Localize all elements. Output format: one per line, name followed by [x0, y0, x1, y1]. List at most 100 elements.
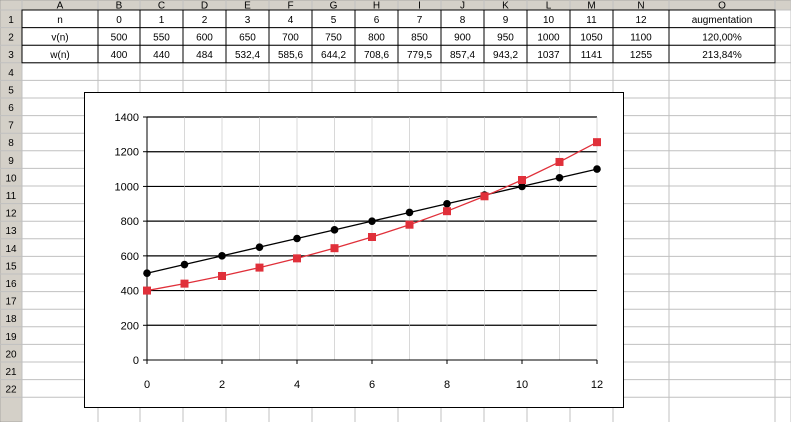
cell-O2[interactable]: 120,00%	[702, 33, 742, 44]
series-1-point[interactable]	[293, 234, 301, 243]
column-header-B[interactable]: B	[116, 1, 123, 12]
cell-B1[interactable]: 0	[116, 15, 122, 26]
cell-G3[interactable]: 644,2	[321, 50, 346, 61]
cell-I3[interactable]: 779,5	[407, 50, 432, 61]
column-header-K[interactable]: K	[502, 1, 509, 12]
cell-K2[interactable]: 950	[497, 33, 514, 44]
series-2-point[interactable]	[293, 254, 301, 263]
row-header-12[interactable]: 12	[5, 209, 17, 220]
cell-C1[interactable]: 1	[159, 15, 165, 26]
row-header-7[interactable]: 7	[8, 121, 14, 132]
row-header-22[interactable]: 22	[5, 385, 17, 396]
row-header-18[interactable]: 18	[5, 314, 17, 325]
row-header-14[interactable]: 14	[5, 244, 17, 255]
series-1-point[interactable]	[330, 226, 339, 234]
cell-G1[interactable]: 5	[331, 15, 337, 26]
row-header-10[interactable]: 10	[5, 173, 17, 184]
series-2-point[interactable]	[593, 138, 601, 147]
column-header-F[interactable]: F	[287, 1, 293, 12]
column-header-J[interactable]: J	[460, 1, 465, 12]
column-header-A[interactable]: A	[57, 1, 64, 12]
series-2-point[interactable]	[405, 220, 414, 229]
cell-E3[interactable]: 532,4	[235, 50, 260, 61]
series-2-point[interactable]	[443, 207, 451, 216]
row-header-16[interactable]: 16	[5, 279, 17, 290]
cell-H3[interactable]: 708,6	[364, 50, 389, 61]
cell-K1[interactable]: 9	[503, 15, 509, 26]
row-header-11[interactable]: 11	[6, 191, 17, 202]
series-1-point[interactable]	[443, 199, 451, 208]
cell-L1[interactable]: 10	[543, 15, 555, 26]
column-header-H[interactable]: H	[373, 1, 380, 12]
cell-H1[interactable]: 6	[374, 15, 380, 26]
row-header-19[interactable]: 19	[5, 332, 17, 343]
series-1-point[interactable]	[368, 217, 376, 225]
cell-O1[interactable]: augmentation	[692, 15, 753, 26]
cell-I1[interactable]: 7	[417, 15, 423, 26]
cell-E1[interactable]: 3	[245, 15, 251, 26]
column-header-E[interactable]: E	[244, 1, 251, 12]
series-2-point[interactable]	[330, 244, 339, 253]
cell-N3[interactable]: 1255	[630, 50, 653, 61]
cell-L2[interactable]: 1000	[537, 33, 560, 44]
cell-D2[interactable]: 600	[196, 33, 213, 44]
column-header-D[interactable]: D	[201, 1, 208, 12]
cell-K3[interactable]: 943,2	[493, 50, 518, 61]
series-2-point[interactable]	[218, 271, 226, 280]
series-2-point[interactable]	[480, 192, 489, 201]
series-1-point[interactable]	[555, 173, 564, 182]
cell-A3[interactable]: w(n)	[49, 50, 69, 61]
cell-F3[interactable]: 585,6	[278, 50, 303, 61]
cell-F2[interactable]: 700	[282, 33, 299, 44]
row-header-17[interactable]: 17	[5, 297, 17, 308]
column-header-I[interactable]: I	[418, 1, 421, 12]
column-header-O[interactable]: O	[718, 1, 726, 12]
cell-A1[interactable]: n	[57, 15, 63, 26]
column-header-C[interactable]: C	[158, 1, 165, 12]
cell-D1[interactable]: 2	[202, 15, 208, 26]
series-2-point[interactable]	[555, 157, 564, 166]
cell-N1[interactable]: 12	[635, 15, 647, 26]
cell-O3[interactable]: 213,84%	[702, 50, 742, 61]
cell-J2[interactable]: 900	[454, 33, 471, 44]
series-2-point[interactable]	[255, 263, 264, 272]
cell-H2[interactable]: 800	[368, 33, 385, 44]
series-2-point[interactable]	[518, 176, 526, 185]
series-1-point[interactable]	[180, 260, 189, 269]
column-header-M[interactable]: M	[587, 1, 595, 12]
cell-N2[interactable]: 1100	[630, 33, 652, 44]
cell-A2[interactable]: v(n)	[51, 33, 68, 44]
row-header-9[interactable]: 9	[8, 156, 14, 167]
cell-B2[interactable]: 500	[111, 33, 128, 44]
cell-D3[interactable]: 484	[196, 50, 213, 61]
row-header-1[interactable]: 1	[8, 15, 14, 26]
row-header-15[interactable]: 15	[5, 261, 17, 272]
cell-M3[interactable]: 1141	[581, 50, 603, 61]
row-header-21[interactable]: 21	[5, 367, 17, 378]
series-2-point[interactable]	[143, 286, 151, 295]
row-header-6[interactable]: 6	[8, 103, 14, 114]
cell-C3[interactable]: 440	[153, 50, 170, 61]
row-header-5[interactable]: 5	[8, 85, 14, 96]
row-header-8[interactable]: 8	[8, 138, 14, 149]
series-1-point[interactable]	[518, 182, 526, 191]
cell-I2[interactable]: 850	[411, 33, 428, 44]
row-header-2[interactable]: 2	[8, 33, 14, 44]
series-2-point[interactable]	[368, 233, 376, 242]
cell-B3[interactable]: 400	[111, 50, 128, 61]
column-header-G[interactable]: G	[330, 1, 338, 12]
cell-L3[interactable]: 1037	[537, 50, 560, 61]
series-1-point[interactable]	[405, 208, 414, 217]
cell-J3[interactable]: 857,4	[450, 50, 475, 61]
cell-E2[interactable]: 650	[239, 33, 256, 44]
series-1-point[interactable]	[255, 243, 264, 251]
series-2-point[interactable]	[180, 279, 189, 288]
series-1-point[interactable]	[593, 165, 601, 173]
row-header-4[interactable]: 4	[8, 68, 14, 79]
row-header-3[interactable]: 3	[8, 50, 14, 61]
cell-M2[interactable]: 1050	[580, 33, 603, 44]
series-1-point[interactable]	[218, 252, 226, 260]
column-header-N[interactable]: N	[637, 1, 644, 12]
cell-J1[interactable]: 8	[460, 15, 466, 26]
column-header-L[interactable]: L	[546, 1, 552, 12]
